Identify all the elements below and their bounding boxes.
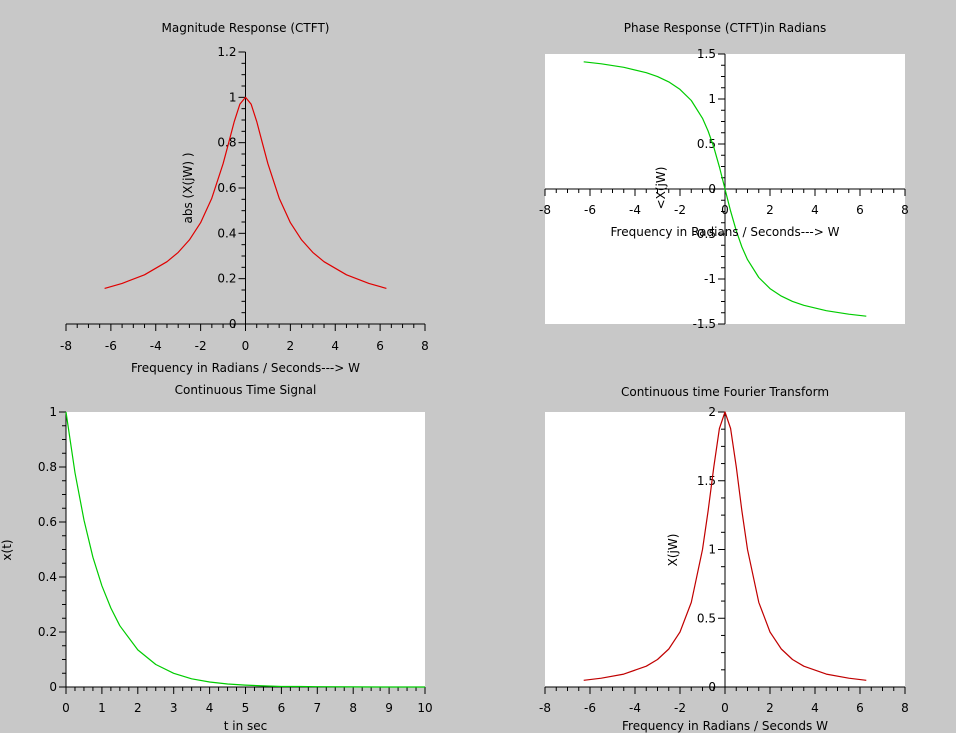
chart-title: Continuous time Fourier Transform (621, 385, 829, 399)
x-tick-label: 3 (170, 701, 178, 715)
x-tick-label: 0 (721, 203, 729, 217)
x-tick-label: -2 (674, 701, 686, 715)
y-tick-label: 0.8 (38, 460, 57, 474)
x-tick-label: -8 (539, 203, 551, 217)
y-tick-label: 0.2 (217, 272, 236, 286)
y-axis-label: <X(jW) (654, 167, 668, 210)
plot-area (66, 412, 425, 687)
x-tick-label: 8 (901, 701, 909, 715)
y-tick-label: 1 (229, 90, 237, 104)
y-axis-label: abs (X(jW) ) (181, 153, 195, 224)
y-tick-label: 1 (708, 92, 716, 106)
x-tick-label: 2 (766, 203, 774, 217)
y-tick-label: 0.4 (217, 226, 236, 240)
x-tick-label: -4 (629, 203, 641, 217)
x-axis-label: Frequency in Radians / Seconds---> W (611, 225, 840, 239)
x-tick-label: 4 (811, 701, 819, 715)
x-tick-label: 1 (98, 701, 106, 715)
x-tick-label: 7 (313, 701, 321, 715)
series-line-magnitude (104, 96, 387, 289)
x-tick-label: -8 (60, 339, 72, 353)
y-tick-label: -0.5 (693, 227, 716, 241)
y-axis-label: x(t) (0, 539, 14, 560)
x-tick-label: 6 (376, 339, 384, 353)
y-axis-label: X(jW) (666, 534, 680, 567)
y-tick-label: -1.5 (693, 317, 716, 331)
y-tick-label: 0.8 (217, 136, 236, 150)
y-tick-label: 0 (708, 680, 716, 694)
y-tick-label: 1 (708, 543, 716, 557)
x-tick-label: 0 (242, 339, 250, 353)
y-tick-label: 0 (708, 182, 716, 196)
x-tick-label: 6 (856, 701, 864, 715)
x-tick-label: 4 (331, 339, 339, 353)
x-tick-label: -2 (195, 339, 207, 353)
x-tick-label: -6 (105, 339, 117, 353)
x-tick-label: 10 (417, 701, 432, 715)
y-tick-label: -1 (704, 272, 716, 286)
series-line-time-signal (65, 411, 425, 688)
y-tick-label: 1 (49, 405, 57, 419)
x-tick-label: -2 (674, 203, 686, 217)
x-tick-label: -8 (539, 701, 551, 715)
x-tick-label: 6 (856, 203, 864, 217)
y-tick-label: 0.4 (38, 570, 57, 584)
x-tick-label: -4 (629, 701, 641, 715)
y-tick-label: 0 (229, 317, 237, 331)
subplot-time-signal: 0 1 2 3 4 5 6 7 8 9 10 0 0.2 0.4 0.6 0.8 1 Continuous Tim… (0, 383, 433, 733)
y-tick-label: 0.2 (38, 625, 57, 639)
x-tick-label: 9 (385, 701, 393, 715)
series-line-ctft (583, 411, 867, 681)
x-tick-label: 2 (766, 701, 774, 715)
chart-title: Phase Response (CTFT)in Radians (624, 21, 827, 35)
y-tick-label: 1.5 (697, 47, 716, 61)
x-tick-label: 2 (287, 339, 295, 353)
x-tick-label: -4 (150, 339, 162, 353)
x-axis-label: t in sec (224, 719, 268, 733)
x-tick-label: -6 (584, 203, 596, 217)
x-tick-label: 8 (901, 203, 909, 217)
x-axis-label: Frequency in Radians / Seconds---> W (131, 361, 360, 375)
y-tick-label: 0 (49, 680, 57, 694)
x-tick-label: 8 (421, 339, 429, 353)
y-tick-label: 2 (708, 405, 716, 419)
chart-title: Magnitude Response (CTFT) (162, 21, 330, 35)
x-tick-label: 5 (242, 701, 250, 715)
y-tick-label: 1.2 (217, 45, 236, 59)
subplot-magnitude: -8 -6 -4 -2 0 2 4 6 8 0 0.2 0.4 0.6 0.8 1 1.2 Magnitude … (60, 21, 429, 375)
x-tick-label: 2 (134, 701, 142, 715)
x-tick-label: 8 (349, 701, 357, 715)
x-tick-label: 0 (721, 701, 729, 715)
x-tick-label: 6 (278, 701, 286, 715)
x-tick-label: 4 (811, 203, 819, 217)
x-axis-label: Frequency in Radians / Seconds W (622, 719, 828, 733)
x-tick-label: 0 (62, 701, 70, 715)
x-tick-label: 4 (206, 701, 214, 715)
chart-title: Continuous Time Signal (175, 383, 317, 397)
y-tick-label: 0.6 (38, 515, 57, 529)
y-tick-label: 0.6 (217, 181, 236, 195)
x-tick-label: -6 (584, 701, 596, 715)
series-line-phase (583, 61, 867, 317)
y-tick-label: 0.5 (697, 611, 716, 625)
